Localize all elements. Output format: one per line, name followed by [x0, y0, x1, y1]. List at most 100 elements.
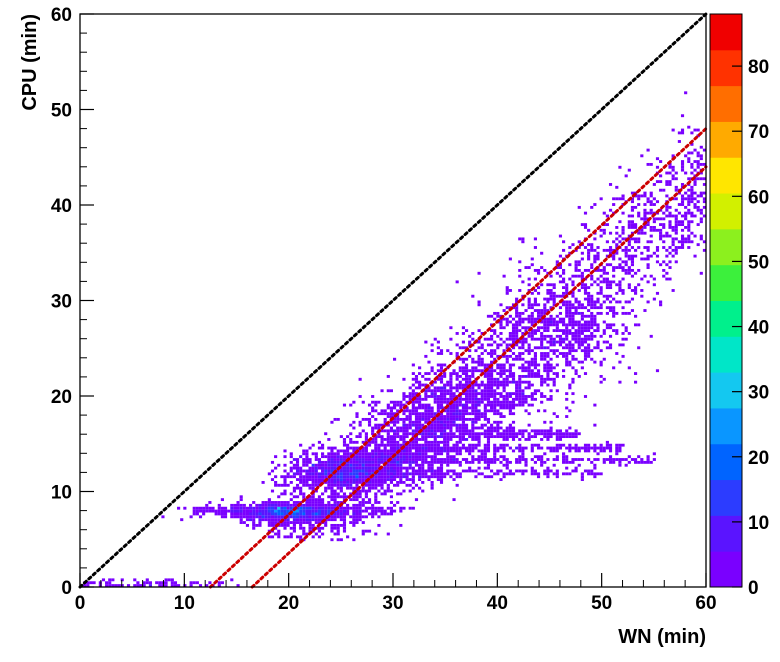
heatmap-cell [468, 435, 472, 439]
heatmap-cell [558, 343, 563, 347]
heatmap-cell [299, 478, 303, 481]
heatmap-cell [455, 374, 459, 378]
heatmap-cell [374, 435, 378, 439]
heatmap-cell [393, 460, 397, 464]
heatmap-cell [565, 314, 569, 318]
heatmap-cell [477, 383, 481, 387]
heatmap-cell [568, 323, 572, 327]
heatmap-cell [508, 460, 512, 464]
heatmap-cell [555, 415, 559, 418]
heatmap-cell [433, 440, 437, 444]
heatmap-cell [580, 314, 584, 318]
heatmap-cell [490, 392, 494, 396]
heatmap-cell [242, 509, 246, 513]
heatmap-cell [662, 223, 666, 227]
heatmap-cell [274, 515, 278, 519]
heatmap-cell [577, 446, 581, 450]
heatmap-cell [399, 509, 403, 513]
heatmap-cell [558, 340, 563, 344]
heatmap-cell [521, 340, 525, 344]
heatmap-cell [680, 214, 685, 218]
heatmap-cell [587, 329, 591, 333]
heatmap-cell [659, 160, 663, 163]
heatmap-cell [608, 446, 613, 450]
heatmap-cell [565, 326, 569, 330]
heatmap-cell [671, 154, 675, 158]
colorbar-tick-label: 70 [748, 122, 769, 143]
heatmap-cell [436, 352, 440, 355]
heatmap-cell [245, 512, 250, 516]
heatmap-cell [418, 366, 422, 370]
heatmap-cell [605, 280, 609, 284]
heatmap-cell [449, 420, 453, 424]
heatmap-cell [574, 466, 578, 470]
heatmap-cell [562, 340, 566, 344]
heatmap-cell [518, 397, 522, 401]
heatmap-cell [358, 449, 362, 453]
heatmap-cell [618, 449, 622, 453]
heatmap-cell [436, 446, 440, 450]
heatmap-cell [424, 475, 428, 479]
heatmap-cell [640, 251, 644, 255]
heatmap-cell [552, 294, 556, 298]
colorbar-segment [710, 479, 742, 516]
heatmap-cell [505, 357, 509, 361]
heatmap-cell [612, 458, 616, 461]
heatmap-cell [446, 406, 450, 410]
heatmap-cell [515, 300, 519, 304]
heatmap-cell [571, 314, 575, 318]
heatmap-cell [393, 509, 397, 513]
heatmap-cell [439, 363, 444, 367]
heatmap-cell [524, 395, 528, 398]
heatmap-cell [555, 334, 559, 338]
heatmap-cell [621, 458, 625, 461]
heatmap-cell [261, 480, 265, 484]
heatmap-cell [624, 254, 628, 258]
heatmap-cell [555, 374, 559, 378]
heatmap-cell [393, 357, 397, 361]
heatmap-cell [330, 526, 334, 530]
heatmap-cell [458, 446, 462, 450]
heatmap-cell [346, 512, 350, 516]
heatmap-cell [267, 506, 271, 510]
heatmap-cell [637, 237, 641, 241]
heatmap-cell [468, 406, 472, 410]
heatmap-cell [574, 311, 578, 315]
heatmap-cell [574, 329, 578, 333]
heatmap-cell [624, 329, 628, 333]
heatmap-cell [305, 498, 309, 502]
heatmap-cell [552, 343, 556, 347]
heatmap-cell [455, 409, 459, 413]
heatmap-cell [593, 475, 597, 479]
heatmap-cell [233, 515, 237, 519]
heatmap-cell [418, 469, 422, 473]
heatmap-cell [580, 286, 584, 290]
heatmap-cell [649, 460, 653, 464]
heatmap-cell [380, 509, 384, 513]
heatmap-cell [352, 523, 356, 527]
heatmap-cell [490, 426, 494, 430]
heatmap-cell [665, 205, 669, 209]
heatmap-cell [518, 317, 522, 321]
heatmap-cell [170, 581, 174, 585]
heatmap-cell [546, 354, 550, 358]
heatmap-cell [540, 314, 544, 318]
heatmap-cell [374, 417, 378, 421]
heatmap-cell [621, 248, 625, 252]
heatmap-cell [502, 475, 506, 479]
heatmap-cell [552, 380, 556, 384]
heatmap-cell [358, 377, 362, 381]
heatmap-cell [352, 469, 356, 473]
heatmap-cell [358, 432, 362, 436]
heatmap-cell [424, 455, 428, 459]
heatmap-cell [327, 452, 331, 456]
heatmap-cell [571, 357, 575, 361]
x-axis-title: WN (min) [618, 626, 706, 648]
heatmap-cell [499, 383, 503, 387]
heatmap-cell [245, 506, 250, 510]
heatmap-cell [549, 389, 553, 393]
heatmap-cell [615, 185, 619, 189]
heatmap-cell [583, 314, 588, 318]
heatmap-cell [565, 291, 569, 295]
heatmap-cell [649, 274, 653, 278]
